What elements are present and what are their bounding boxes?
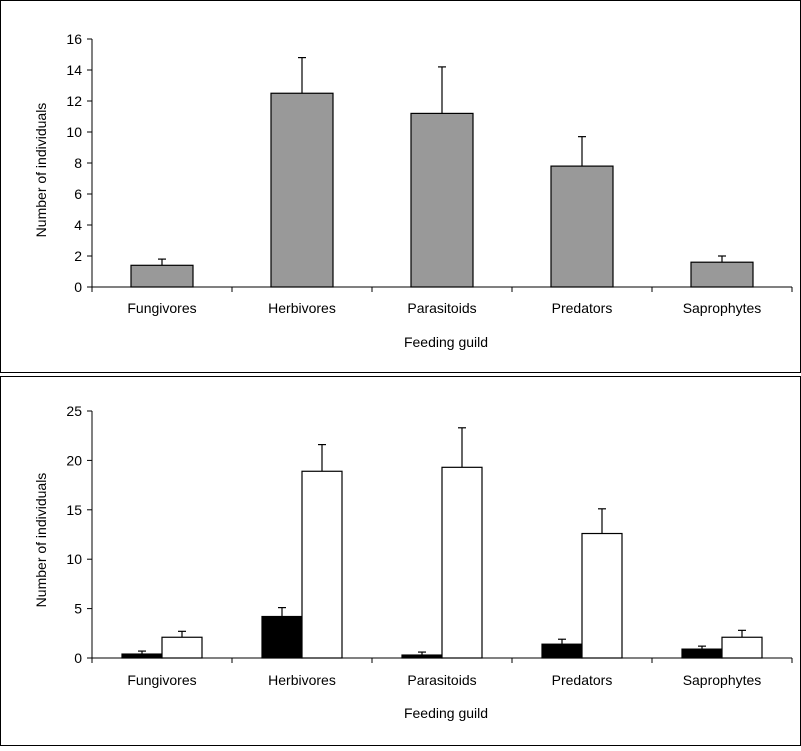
- bottom-y-tick-label: 25: [66, 403, 82, 419]
- top-chart-panel: 0 2 4 6 8 10 12 14 16 Fungivores Herbivores Parasit…: [0, 0, 801, 373]
- top-x-axis-title: Feeding guild: [404, 334, 488, 350]
- bottom-bar-herbivores-series-2: [301, 470, 343, 659]
- bottom-x-tick-label: Parasitoids: [407, 672, 476, 688]
- top-y-tick-label: 2: [74, 248, 82, 264]
- bottom-y-axis-title: Number of individuals: [33, 473, 49, 608]
- top-bar-parasitoids: [410, 112, 474, 288]
- top-panel-frame: [0, 0, 801, 373]
- top-y-tick-label: 4: [74, 217, 82, 233]
- top-bar-saprophytes: [690, 261, 754, 288]
- bottom-chart-panel: 0 5 10 15 20 25 Fungivores Herbivores Parasitoid…: [0, 376, 801, 746]
- bottom-x-tick-label: Saprophytes: [683, 672, 762, 688]
- top-x-tick-label: Fungivores: [127, 300, 196, 316]
- top-y-tick-label: 10: [66, 124, 82, 140]
- bottom-x-tick-label: Predators: [552, 672, 613, 688]
- top-y-tick-label: 0: [74, 279, 82, 295]
- top-y-tick-label: 8: [74, 155, 82, 171]
- bottom-y-tick-label: 5: [74, 601, 82, 617]
- bottom-panel-frame: [0, 376, 801, 746]
- top-y-tick-label: 6: [74, 186, 82, 202]
- top-x-tick-label: Herbivores: [268, 300, 336, 316]
- bottom-bar-fungivores-series-1: [121, 653, 163, 659]
- top-plot-area: 0 2 4 6 8 10 12 14 16 Fungivores Herbivores Parasit…: [66, 31, 793, 316]
- top-x-tick-label: Parasitoids: [407, 300, 476, 316]
- bottom-y-tick-label: 15: [66, 502, 82, 518]
- top-y-tick-label: 12: [66, 93, 82, 109]
- bottom-y-tick-label: 10: [66, 551, 82, 567]
- top-bar-herbivores: [270, 92, 334, 288]
- top-y-axis-title: Number of individuals: [33, 103, 49, 238]
- top-y-tick-label: 14: [66, 62, 82, 78]
- bottom-x-tick-label: Fungivores: [127, 672, 196, 688]
- top-x-tick-label: Predators: [552, 300, 613, 316]
- top-bar-predators: [550, 165, 614, 288]
- bottom-y-tick-label: 0: [74, 650, 82, 666]
- bottom-x-axis-title: Feeding guild: [404, 705, 488, 721]
- top-x-tick-label: Saprophytes: [683, 300, 762, 316]
- bottom-x-tick-label: Herbivores: [268, 672, 336, 688]
- bottom-bar-saprophytes-series-2: [721, 636, 763, 659]
- bottom-bar-herbivores-series-1: [261, 615, 303, 659]
- bottom-bar-parasitoids-series-1: [401, 654, 443, 659]
- bottom-plot-area: 0 5 10 15 20 25 Fungivores Herbivores Parasitoid…: [66, 403, 793, 688]
- top-y-tick-label: 16: [66, 31, 82, 47]
- bottom-bar-fungivores-series-2: [161, 636, 203, 659]
- bottom-bar-saprophytes-series-1: [681, 648, 723, 659]
- bottom-y-tick-label: 20: [66, 452, 82, 468]
- bottom-bar-predators-series-1: [541, 643, 583, 659]
- top-bar-fungivores: [130, 264, 194, 288]
- bottom-bar-predators-series-2: [581, 532, 623, 659]
- bottom-bar-parasitoids-series-2: [441, 466, 483, 659]
